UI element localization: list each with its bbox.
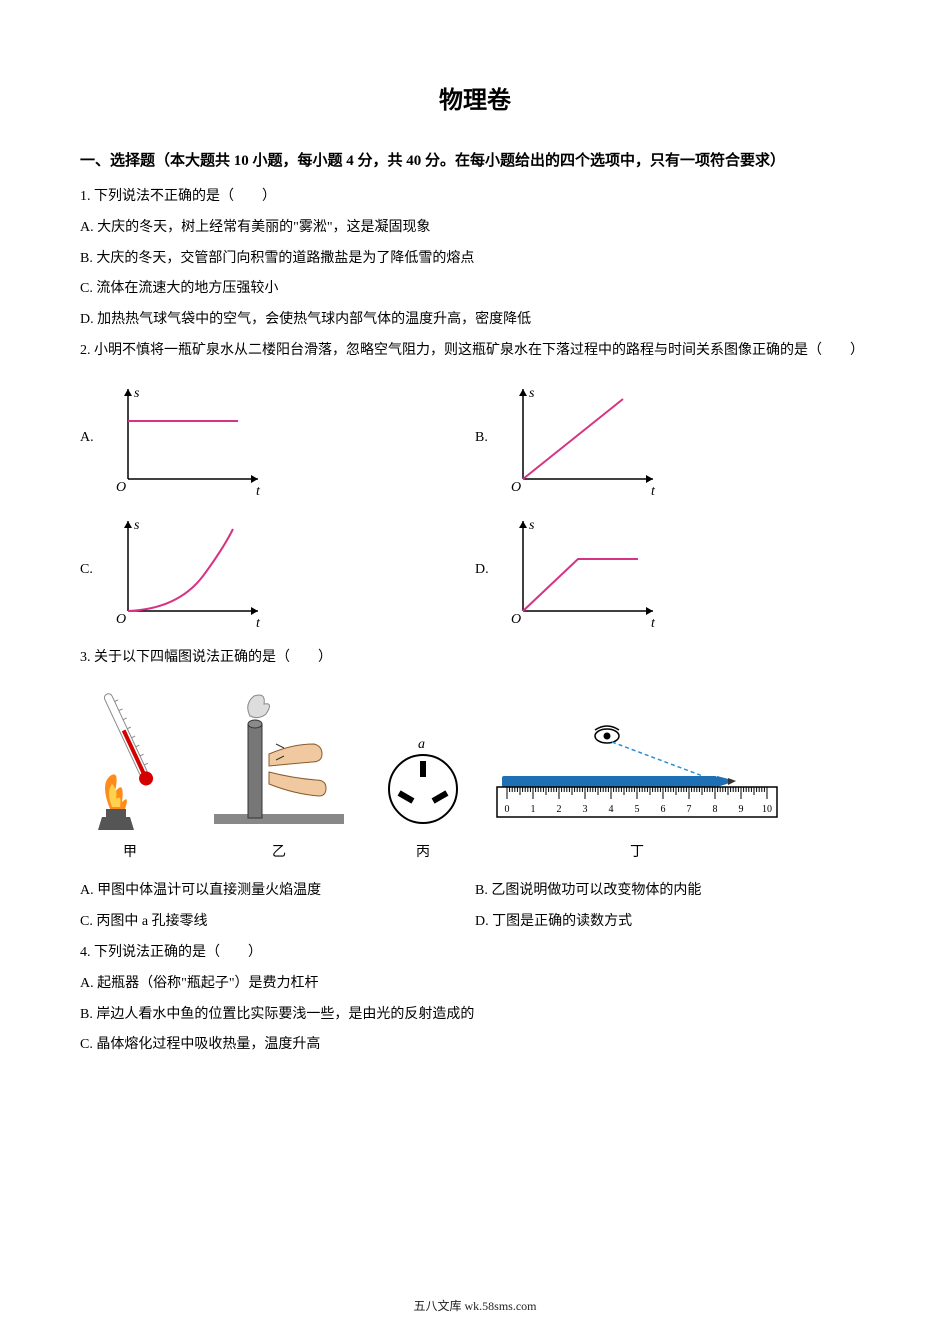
- svg-text:O: O: [511, 612, 521, 627]
- q1-stem: 1. 下列说法不正确的是（ ）: [80, 182, 870, 213]
- q3-diagrams: 甲 乙 a: [80, 684, 870, 869]
- svg-text:s: s: [134, 518, 140, 533]
- q3-diagram-yi: 乙: [204, 684, 354, 869]
- q2-graph-b-cell: B. O t s: [475, 373, 870, 505]
- page-footer: 五八文库 wk.58sms.com: [0, 1297, 950, 1314]
- q3-stem: 3. 关于以下四幅图说法正确的是（ ）: [80, 643, 870, 674]
- q3-label-ding: 丁: [630, 838, 644, 869]
- svg-text:s: s: [529, 386, 535, 401]
- svg-text:O: O: [116, 480, 126, 495]
- svg-text:t: t: [256, 616, 261, 631]
- q2-chart-a: O t s: [108, 379, 268, 499]
- ruler-parallax-icon: 0 1 2 3 4 5 6 7 8 9 10: [492, 724, 782, 834]
- svg-text:5: 5: [635, 804, 640, 815]
- q1-option-d: D. 加热热气球气袋中的空气，会使热气球内部气体的温度升高，密度降低: [80, 305, 870, 336]
- q4-option-b: B. 岸边人看水中鱼的位置比实际要浅一些，是由光的反射造成的: [80, 1000, 870, 1031]
- svg-text:9: 9: [739, 804, 744, 815]
- page-title: 物理卷: [80, 80, 870, 115]
- svg-text:10: 10: [762, 804, 772, 815]
- svg-text:7: 7: [687, 804, 692, 815]
- q3-option-c: C. 丙图中 a 孔接零线: [80, 907, 475, 938]
- q1-option-c: C. 流体在流速大的地方压强较小: [80, 274, 870, 305]
- q2-graph-d-cell: D. O t s: [475, 505, 870, 637]
- q2-stem: 2. 小明不慎将一瓶矿泉水从二楼阳台滑落，忽略空气阻力，则这瓶矿泉水在下落过程中…: [80, 336, 870, 367]
- q2-label-c: C.: [80, 555, 100, 586]
- eye-icon: [595, 726, 619, 743]
- svg-text:s: s: [134, 386, 140, 401]
- section-1-header: 一、选择题（本大题共 10 小题，每小题 4 分，共 40 分。在每小题给出的四…: [80, 145, 870, 178]
- q2-graphs: A. O t s B.: [80, 373, 870, 637]
- question-4: 4. 下列说法正确的是（ ） A. 起瓶器（俗称"瓶起子"）是费力杠杆 B. 岸…: [80, 938, 870, 1061]
- q2-label-a: A.: [80, 423, 100, 454]
- q3-diagram-jia: 甲: [80, 684, 180, 869]
- q3-option-a: A. 甲图中体温计可以直接测量火焰温度: [80, 876, 475, 907]
- q2-chart-d: O t s: [503, 511, 663, 631]
- svg-text:4: 4: [609, 804, 614, 815]
- svg-text:t: t: [256, 484, 261, 499]
- svg-text:s: s: [529, 518, 535, 533]
- socket-icon: a: [378, 734, 468, 834]
- question-3: 3. 关于以下四幅图说法正确的是（ ）: [80, 643, 870, 938]
- svg-text:8: 8: [713, 804, 718, 815]
- svg-text:O: O: [116, 612, 126, 627]
- rubbing-tube-icon: [204, 684, 354, 834]
- svg-text:3: 3: [583, 804, 588, 815]
- q3-label-bing: 丙: [416, 838, 430, 869]
- q4-option-c: C. 晶体熔化过程中吸收热量，温度升高: [80, 1030, 870, 1061]
- q2-chart-b: O t s: [503, 379, 663, 499]
- q2-label-d: D.: [475, 555, 495, 586]
- svg-text:0: 0: [505, 804, 510, 815]
- svg-text:6: 6: [661, 804, 666, 815]
- q1-option-a: A. 大庆的冬天，树上经常有美丽的"雾淞"，这是凝固现象: [80, 213, 870, 244]
- q1-option-b: B. 大庆的冬天，交管部门向积雪的道路撒盐是为了降低雪的熔点: [80, 244, 870, 275]
- svg-text:t: t: [651, 616, 656, 631]
- question-2: 2. 小明不慎将一瓶矿泉水从二楼阳台滑落，忽略空气阻力，则这瓶矿泉水在下落过程中…: [80, 336, 870, 637]
- svg-text:O: O: [511, 480, 521, 495]
- svg-text:1: 1: [531, 804, 536, 815]
- q3-label-yi: 乙: [272, 838, 286, 869]
- q3-option-b: B. 乙图说明做功可以改变物体的内能: [475, 876, 870, 907]
- q2-graph-a-cell: A. O t s: [80, 373, 475, 505]
- q3-diagram-ding: 0 1 2 3 4 5 6 7 8 9 10 丁: [492, 724, 782, 869]
- q4-stem: 4. 下列说法正确的是（ ）: [80, 938, 870, 969]
- q3-diagram-bing: a 丙: [378, 734, 468, 869]
- q3-option-d: D. 丁图是正确的读数方式: [475, 907, 870, 938]
- question-1: 1. 下列说法不正确的是（ ） A. 大庆的冬天，树上经常有美丽的"雾淞"，这是…: [80, 182, 870, 336]
- svg-text:t: t: [651, 484, 656, 499]
- q4-option-a: A. 起瓶器（俗称"瓶起子"）是费力杠杆: [80, 969, 870, 1000]
- q2-label-b: B.: [475, 423, 495, 454]
- q3-label-jia: 甲: [123, 838, 137, 869]
- q2-graph-c-cell: C. O t s: [80, 505, 475, 637]
- thermometer-flame-icon: [80, 684, 180, 834]
- svg-text:a: a: [418, 737, 425, 752]
- svg-text:2: 2: [557, 804, 562, 815]
- q2-chart-c: O t s: [108, 511, 268, 631]
